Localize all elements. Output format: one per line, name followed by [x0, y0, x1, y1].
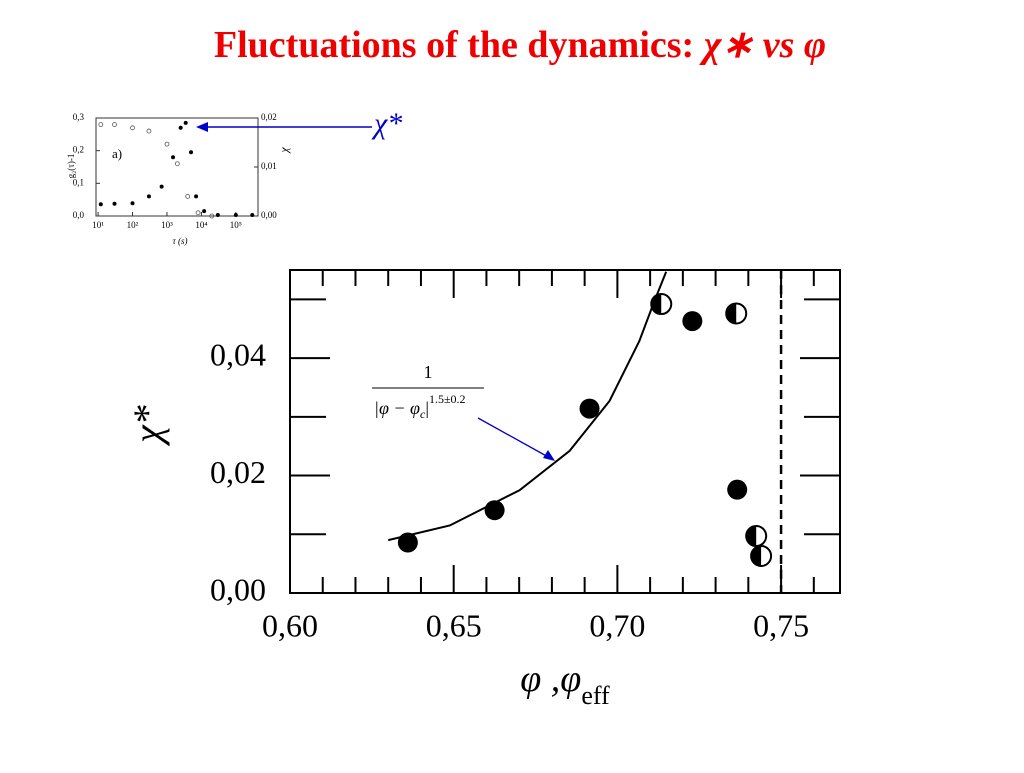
y-tick-label: 0,04	[210, 336, 266, 372]
formula-pointer-head	[543, 450, 555, 461]
formula-exponent: 1.5±0.2	[429, 392, 466, 406]
point-half	[746, 526, 757, 547]
formula-den-end: |	[425, 398, 429, 418]
inset-point	[171, 155, 176, 160]
title-phi: φ	[804, 24, 826, 66]
inset-point	[146, 128, 152, 134]
title-chi: χ∗	[699, 24, 754, 66]
inset-x-label: τ (s)	[173, 236, 188, 246]
x-tick-label: 0,60	[262, 607, 318, 643]
formula-pointer	[477, 417, 551, 459]
data-point	[745, 525, 768, 548]
inset-point	[202, 209, 207, 214]
inset-point	[183, 120, 188, 125]
inset-pointer-label: χ*	[371, 107, 402, 140]
formula-den-sub: c	[420, 407, 426, 421]
inset-point	[164, 141, 170, 147]
formula-den-main: |φ − φ	[374, 398, 420, 418]
point-half	[726, 303, 737, 324]
slide-title: Fluctuations of the dynamics: χ∗ vs φ	[214, 24, 826, 66]
y-tick-label: 0,00	[210, 571, 266, 607]
inset-y2-tick-label: 0,00	[261, 210, 277, 220]
inset-y2-label: χ	[277, 147, 291, 154]
inset-point	[130, 125, 135, 131]
formula-numerator: 1	[424, 362, 433, 382]
x-axis-label-sub: eff	[581, 681, 610, 710]
inset-point	[98, 122, 104, 127]
inset-point	[194, 194, 199, 199]
inset-y-tick-label: 0,1	[73, 177, 84, 187]
x-tick-label: 0,70	[589, 607, 645, 643]
inset-x-tick-label: 10²	[127, 220, 139, 230]
inset-y-tick-label: 0,2	[73, 145, 84, 155]
fit-curve	[387, 271, 668, 542]
inset-point	[189, 150, 194, 155]
inset-point	[98, 202, 103, 207]
data-point	[725, 302, 748, 325]
inset-x-tick-label: 10⁴	[195, 220, 207, 230]
inset-point	[185, 193, 191, 199]
inset-point	[209, 213, 215, 219]
inset-x-tick-label: 10¹	[92, 220, 104, 230]
inset-point	[215, 213, 220, 218]
inset-point	[174, 161, 180, 167]
x-tick-label: 0,65	[426, 607, 482, 643]
inset-pointer-head	[196, 122, 208, 132]
inset-y-tick-label: 0,0	[73, 210, 85, 220]
inset-frame	[95, 117, 259, 217]
inset-y-label: g₂(τ)-1	[66, 154, 76, 179]
y-tick-label: 0,02	[210, 454, 266, 490]
point-half	[651, 294, 662, 315]
title-text: Fluctuations of the dynamics:	[214, 24, 704, 66]
point-half	[751, 546, 762, 567]
inset-y2-tick-label: 0,01	[261, 161, 277, 171]
inset-y2-tick-label: 0,02	[261, 112, 277, 122]
inset-point	[112, 201, 117, 206]
x-tick-label: 0,75	[753, 607, 809, 643]
inset-point	[130, 201, 135, 206]
inset-point	[159, 184, 164, 189]
inset-panel-label: a)	[112, 146, 122, 161]
data-point	[682, 311, 703, 332]
inset-point	[146, 194, 151, 199]
x-axis-label: φ ,φeff	[520, 658, 610, 710]
inset-point	[178, 125, 183, 130]
y-axis-label: χ*	[125, 405, 170, 447]
plot-frame	[289, 269, 841, 594]
inset-x-tick-label: 10³	[161, 220, 173, 230]
data-point	[650, 293, 673, 316]
data-point	[727, 479, 748, 500]
inset-y-tick-label: 0,3	[73, 112, 85, 122]
data-point	[750, 545, 773, 568]
inset-x-tick-label: 10⁵	[230, 220, 242, 230]
formula-denominator: |φ − φc|1.5±0.2	[374, 392, 466, 421]
x-axis-label-main: φ ,φ	[520, 658, 581, 700]
data-point	[579, 398, 600, 419]
title-vs: vs	[763, 24, 795, 66]
inset-point	[233, 213, 238, 218]
inset-point	[195, 210, 201, 216]
inset-point	[250, 213, 255, 218]
inset-point	[112, 122, 117, 127]
